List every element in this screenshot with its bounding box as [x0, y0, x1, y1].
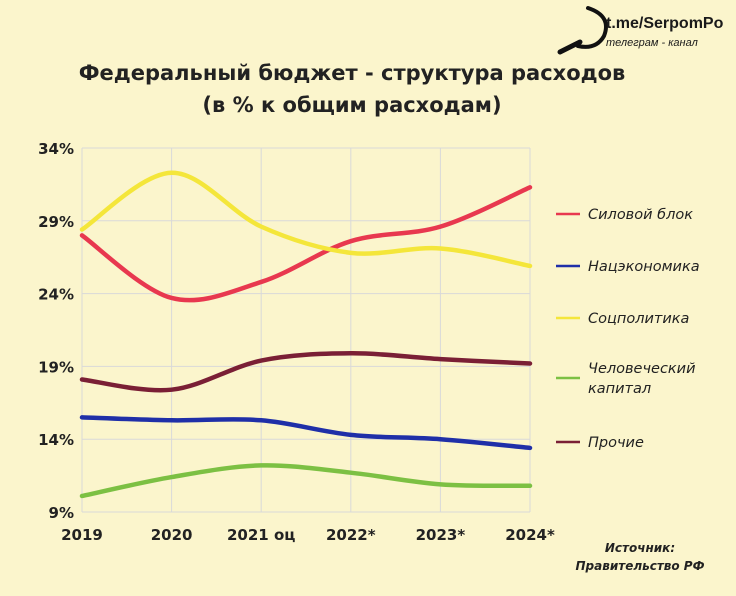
chart-subtitle: (в % к общим расходам) [202, 93, 501, 117]
series-line [79, 463, 533, 499]
legend-label: Человеческий [588, 361, 696, 377]
y-tick-label: 19% [38, 358, 74, 376]
source-name: Правительство РФ [576, 559, 705, 573]
source-label: Источник: [605, 541, 675, 555]
legend-label: Нацэкономика [588, 259, 700, 275]
legend: Силовой блок Нацэкономика Соцполитика Челов… [556, 207, 700, 451]
brand-url: t.me/SerpomPo [606, 15, 724, 32]
x-tick-label: 2021 оц [227, 526, 295, 544]
series-lines [79, 170, 533, 499]
brand-subtitle: телеграм - канал [606, 37, 698, 49]
y-tick-label: 29% [38, 213, 74, 231]
legend-label: Силовой блок [588, 207, 693, 223]
x-tick-label: 2023* [416, 526, 466, 544]
y-tick-label: 9% [49, 504, 74, 522]
series-line [79, 415, 533, 451]
series-line [79, 185, 533, 303]
series-line [79, 170, 533, 269]
grid [81, 147, 531, 513]
sickle-icon [557, 6, 608, 55]
x-axis-ticks: 2019 2020 2021 оц 2022* 2023* 2024* [61, 526, 555, 544]
legend-label: капитал [588, 381, 651, 397]
series-line [79, 351, 533, 393]
x-tick-label: 2022* [326, 526, 376, 544]
y-tick-label: 14% [38, 431, 74, 449]
y-tick-label: 24% [38, 286, 74, 304]
y-axis-ticks: 34% 29% 24% 19% 14% 9% [38, 140, 74, 522]
x-tick-label: 2024* [505, 526, 555, 544]
legend-label: Соцполитика [588, 311, 689, 327]
chart-title: Федеральный бюджет - структура расходов [79, 61, 626, 85]
legend-label: Прочие [588, 435, 644, 451]
x-tick-label: 2020 [151, 526, 193, 544]
y-tick-label: 34% [38, 140, 74, 158]
x-tick-label: 2019 [61, 526, 103, 544]
